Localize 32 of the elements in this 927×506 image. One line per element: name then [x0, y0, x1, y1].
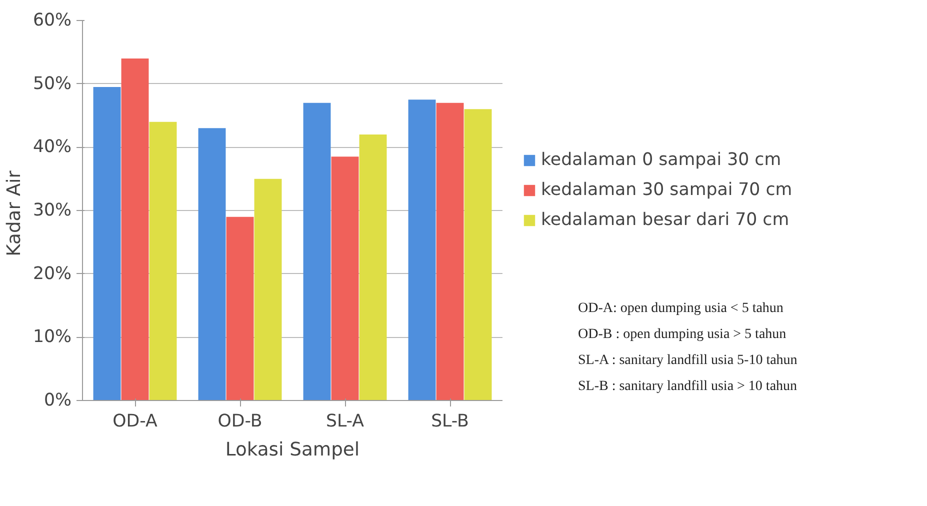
text: OD-A: open dumping usia < 5 tahun — [578, 300, 784, 318]
bar — [408, 100, 436, 400]
bar — [226, 216, 254, 400]
x-tick-label: SL-A — [326, 412, 364, 432]
y-tick-label: 20% — [32, 264, 72, 284]
y-tick-label: 40% — [32, 137, 72, 158]
y-tick-label: 60% — [32, 10, 72, 30]
bar — [121, 58, 149, 400]
y-tick-label: 10% — [32, 327, 72, 348]
bar — [93, 87, 121, 400]
text: SL-B : sanitary landfill usia > 10 tahun — [578, 378, 798, 396]
legend-label: kedalaman 0 sampai 30 cm — [541, 150, 782, 170]
y-tick-label: 30% — [32, 200, 72, 220]
y-axis-title: Kadar Air — [4, 170, 25, 256]
bar — [254, 178, 282, 400]
x-tick-label: OD-B — [218, 412, 262, 432]
bar — [149, 122, 177, 400]
text: SL-A : sanitary landfill usia 5-10 tahun — [578, 352, 798, 370]
bar — [198, 128, 226, 400]
legend-label: kedalaman besar dari 70 cm — [541, 210, 790, 230]
bar — [303, 102, 331, 400]
bar — [331, 156, 359, 400]
legend-label: kedalaman 30 sampai 70 cm — [541, 180, 792, 200]
bar — [464, 109, 492, 400]
x-tick-label: OD-A — [112, 412, 158, 432]
x-tick-label: SL-B — [431, 412, 469, 432]
bar — [359, 134, 387, 400]
y-tick-label: 0% — [44, 390, 72, 410]
y-tick-label: 50% — [32, 74, 72, 94]
text: OD-B : open dumping usia > 5 tahun — [578, 326, 788, 344]
bar — [436, 102, 464, 400]
x-axis-title: Lokasi Sampel — [225, 440, 360, 460]
